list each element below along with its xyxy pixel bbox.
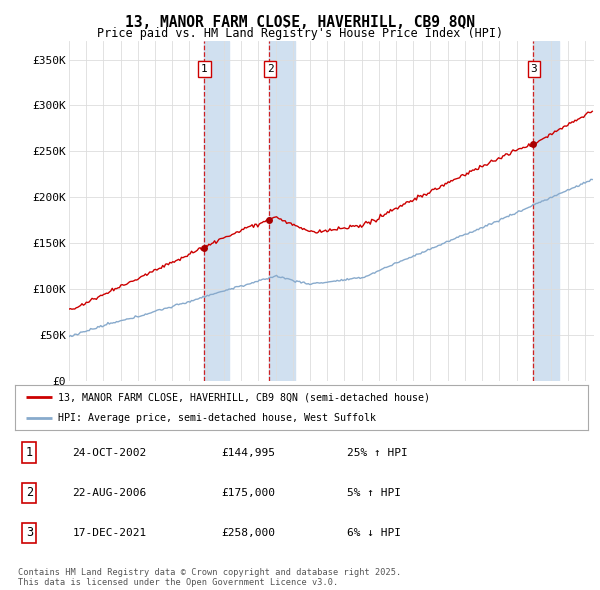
- Text: 13, MANOR FARM CLOSE, HAVERHILL, CB9 8QN (semi-detached house): 13, MANOR FARM CLOSE, HAVERHILL, CB9 8QN…: [58, 392, 430, 402]
- Text: 13, MANOR FARM CLOSE, HAVERHILL, CB9 8QN: 13, MANOR FARM CLOSE, HAVERHILL, CB9 8QN: [125, 15, 475, 30]
- Text: 5% ↑ HPI: 5% ↑ HPI: [347, 488, 401, 497]
- Text: £258,000: £258,000: [221, 528, 275, 537]
- Text: 2: 2: [26, 486, 33, 499]
- Bar: [533, 41, 559, 381]
- Text: 24-OCT-2002: 24-OCT-2002: [73, 448, 146, 457]
- Bar: [269, 41, 295, 381]
- Text: 1: 1: [201, 64, 208, 74]
- Text: Contains HM Land Registry data © Crown copyright and database right 2025.
This d: Contains HM Land Registry data © Crown c…: [18, 568, 401, 587]
- Bar: [203, 41, 229, 381]
- Text: 17-DEC-2021: 17-DEC-2021: [73, 528, 146, 537]
- Text: £175,000: £175,000: [221, 488, 275, 497]
- Text: 2: 2: [267, 64, 274, 74]
- Text: 22-AUG-2006: 22-AUG-2006: [73, 488, 146, 497]
- Text: Price paid vs. HM Land Registry's House Price Index (HPI): Price paid vs. HM Land Registry's House …: [97, 27, 503, 40]
- Text: HPI: Average price, semi-detached house, West Suffolk: HPI: Average price, semi-detached house,…: [58, 412, 376, 422]
- Text: 1: 1: [26, 446, 33, 459]
- Text: 6% ↓ HPI: 6% ↓ HPI: [347, 528, 401, 537]
- Text: 3: 3: [26, 526, 33, 539]
- Text: £144,995: £144,995: [221, 448, 275, 457]
- Text: 3: 3: [530, 64, 538, 74]
- Text: 25% ↑ HPI: 25% ↑ HPI: [347, 448, 408, 457]
